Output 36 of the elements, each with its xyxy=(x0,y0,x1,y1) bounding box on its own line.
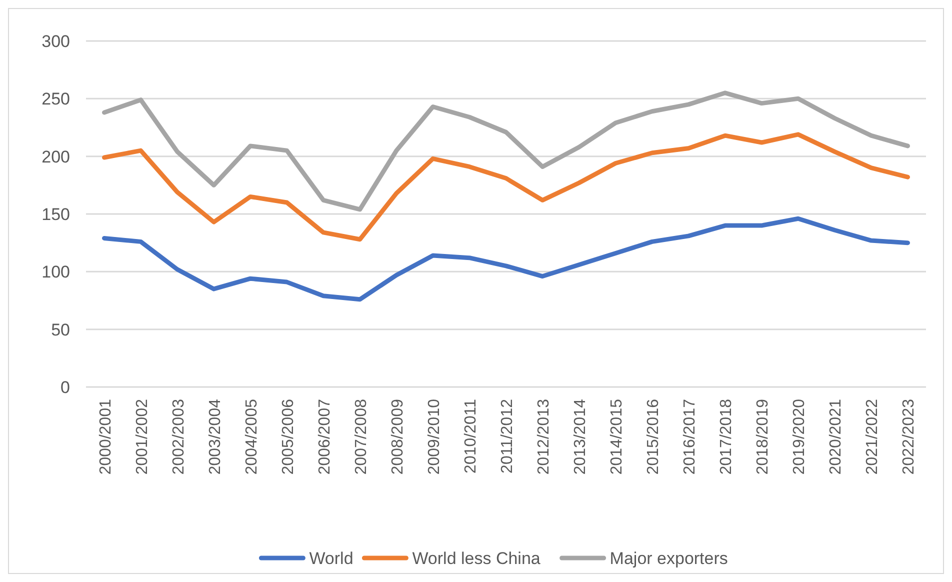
legend-label: Major exporters xyxy=(610,548,728,568)
x-tick-label: 2001/2002 xyxy=(134,398,151,475)
x-tick-label: 2019/2020 xyxy=(791,398,808,475)
x-tick-label: 2008/2009 xyxy=(389,398,406,475)
y-tick-label: 50 xyxy=(51,320,70,340)
y-tick-label: 100 xyxy=(42,262,70,282)
x-tick-label: 2017/2018 xyxy=(718,398,736,475)
x-tick-label: 2009/2010 xyxy=(426,398,443,475)
y-tick-label: 0 xyxy=(60,378,70,397)
y-tick-label: 300 xyxy=(42,32,70,51)
line-series xyxy=(102,216,910,302)
x-tick-label: 2010/2011 xyxy=(462,398,480,474)
x-tick-label: 2011/2012 xyxy=(499,398,516,474)
x-tick-label: 2016/2017 xyxy=(682,398,699,475)
x-tick-label: 2012/2013 xyxy=(536,398,553,475)
line-series xyxy=(102,90,910,212)
legend-label: World xyxy=(309,548,354,568)
x-tick-label: 2020/2021 xyxy=(828,398,845,475)
line-series xyxy=(102,132,910,242)
x-tick-label: 2014/2015 xyxy=(608,398,626,475)
x-tick-label: 2007/2008 xyxy=(352,398,370,475)
y-tick-label: 200 xyxy=(42,147,70,166)
x-tick-label: 2015/2016 xyxy=(645,398,662,475)
x-tick-label: 2013/2014 xyxy=(572,398,590,475)
x-tick-label: 2021/2022 xyxy=(864,398,882,475)
x-tick-label: 2000/2001 xyxy=(97,398,114,475)
x-tick-label: 2018/2019 xyxy=(754,398,772,475)
x-tick-label: 2006/2007 xyxy=(316,398,334,475)
y-tick-label: 150 xyxy=(42,204,70,224)
x-tick-label: 2004/2005 xyxy=(243,398,260,475)
x-tick-label: 2003/2004 xyxy=(206,398,224,475)
x-tick-label: 2022/2023 xyxy=(900,398,918,475)
x-tick-label: 2002/2003 xyxy=(170,398,188,475)
x-tick-label: 2005/2006 xyxy=(280,398,297,475)
legend-label: World less China xyxy=(412,548,541,568)
y-tick-label: 250 xyxy=(42,90,70,109)
